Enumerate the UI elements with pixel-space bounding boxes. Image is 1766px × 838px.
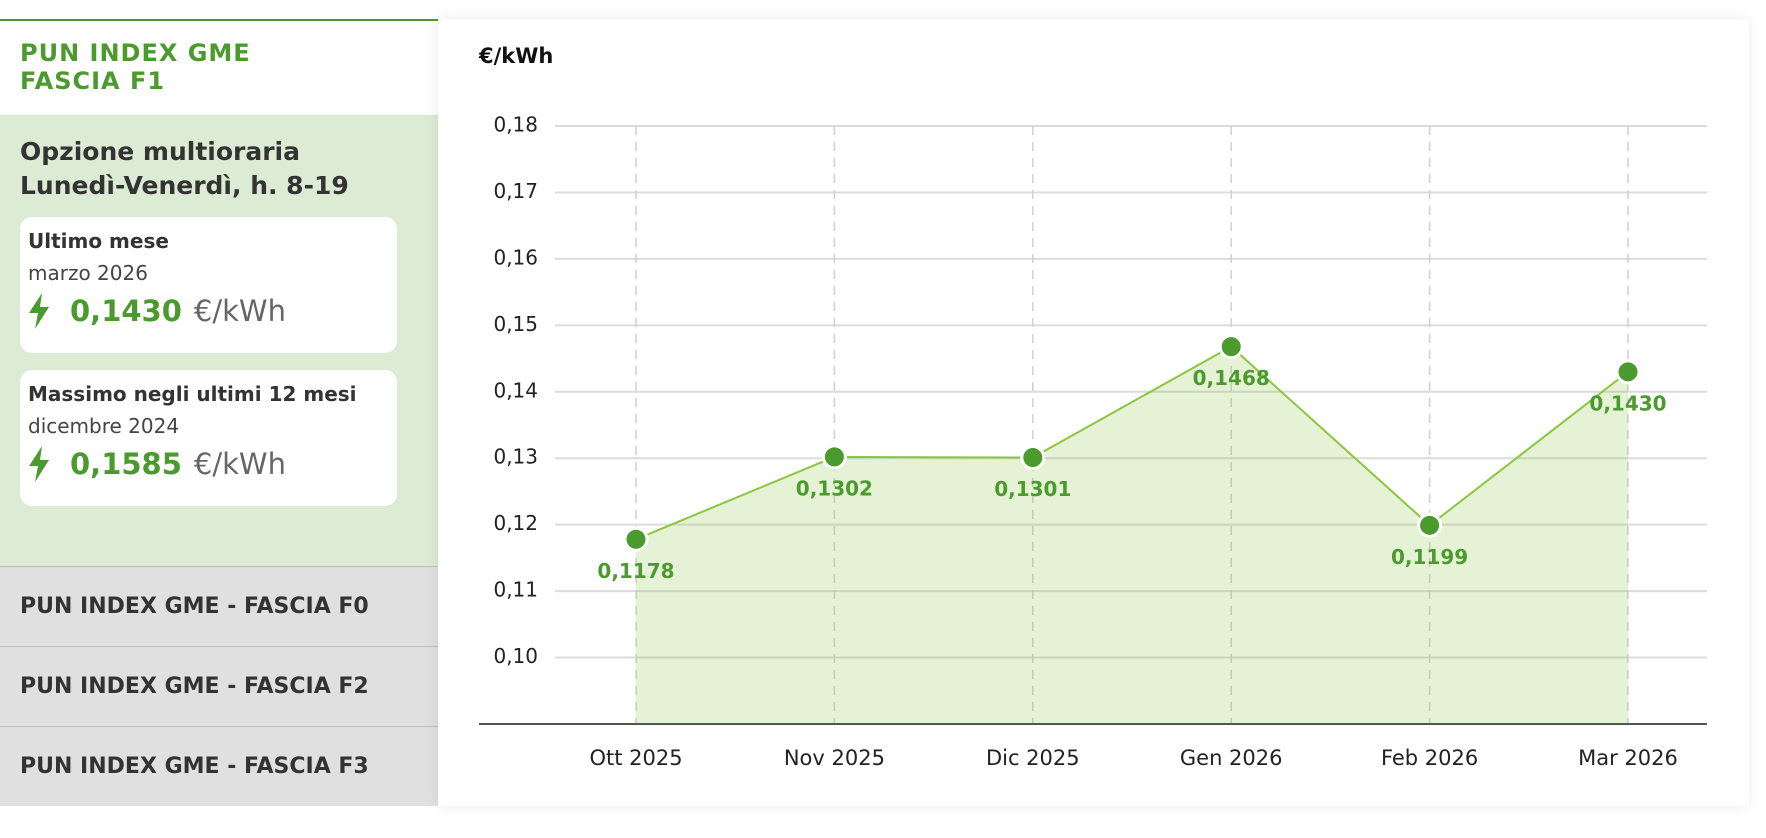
card-label: Massimo negli ultimi 12 mesi [28,382,357,406]
option: Opzione multioraria Lunedì-Venerdì, h. 8… [20,137,349,200]
marker [623,526,649,552]
value-label: 0,1178 [597,559,674,583]
y-tick-label: 0,15 [493,312,538,336]
y-tick-label: 0,11 [493,578,538,602]
info-card: Massimo negli ultimi 12 mesi dicembre 202… [20,370,397,506]
card-value-row: 0,1430 €/kWh [28,293,389,329]
bolt-icon [29,293,49,329]
x-tick-label: Dic 2025 [986,746,1080,770]
tab[interactable]: PUN INDEX GME - FASCIA F2 [0,646,438,726]
x-tick-label: Mar 2026 [1578,746,1678,770]
marker [1218,334,1244,360]
info-card: Ultimo mese marzo 2026 0,1430 €/kWh [20,217,397,353]
cards: Ultimo mese marzo 2026 0,1430 €/kWh Massimo … [20,217,418,506]
x-tick-label: Ott 2025 [589,746,682,770]
x-tick-label: Feb 2026 [1381,746,1478,770]
card-unit: €/kWh [193,294,286,328]
marker [1615,359,1641,385]
y-tick-label: 0,18 [493,113,538,137]
y-axis-label: €/kWh [478,44,553,68]
card-value-row: 0,1585 €/kWh [28,446,389,482]
value-label: 0,1199 [1391,545,1468,569]
marker [821,444,847,470]
card-unit: €/kWh [193,447,286,481]
sidebar: PUN INDEX GME FASCIA F1 Opzione multiora… [0,19,438,806]
marker [1020,445,1046,471]
value-label: 0,1302 [796,476,873,500]
card-period: marzo 2026 [28,261,148,285]
card-label: Ultimo mese [28,229,169,253]
y-tick-label: 0,12 [493,511,538,535]
y-tick-label: 0,13 [493,445,538,469]
value-label: 0,1301 [994,477,1071,501]
sidebar-title: PUN INDEX GME FASCIA F1 [20,39,251,95]
x-tick-label: Nov 2025 [784,746,885,770]
y-tick-label: 0,17 [493,179,538,203]
panel: Opzione multioraria Lunedì-Venerdì, h. 8… [0,115,438,566]
value-label: 0,1430 [1589,391,1666,415]
card-period: dicembre 2024 [28,414,180,438]
card-value: 0,1585 [70,447,182,481]
y-tick-label: 0,16 [493,245,538,269]
area [636,346,1628,724]
tab[interactable]: PUN INDEX GME - FASCIA F3 [0,726,438,806]
marker [1417,512,1443,538]
chart: €/kWh 0,10 0,11 0,12 0,13 0,14 0,15 0,16 0,17 0,… [438,19,1749,806]
card-value: 0,1430 [70,294,182,328]
x-tick-label: Gen 2026 [1180,746,1283,770]
line [635,345,1629,541]
y-tick-label: 0,14 [493,378,538,402]
y-tick-label: 0,10 [493,644,538,668]
tabs: PUN INDEX GME - FASCIA F0 PUN INDEX GME -… [0,566,438,806]
tab[interactable]: PUN INDEX GME - FASCIA F0 [0,566,438,646]
value-label: 0,1468 [1193,366,1270,390]
bolt-icon [29,446,49,482]
